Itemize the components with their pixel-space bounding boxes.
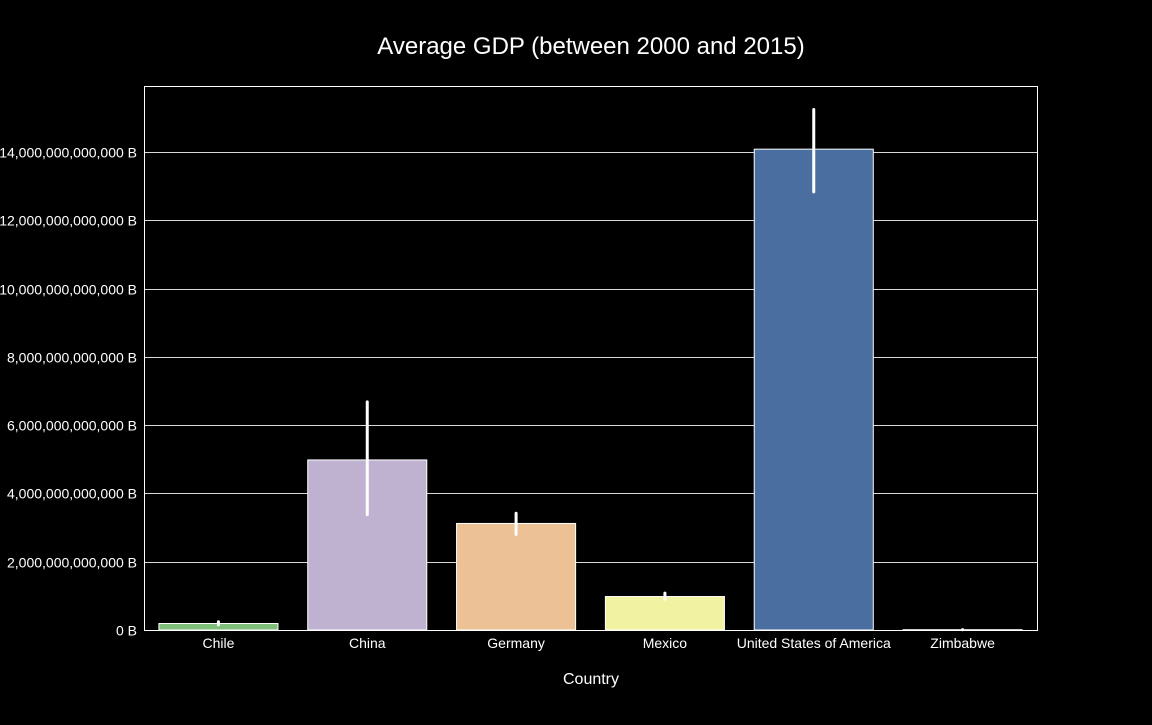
bars xyxy=(159,149,1022,630)
y-tick-label: 8,000,000,000,000 B xyxy=(7,350,137,366)
y-tick-label: 4,000,000,000,000 B xyxy=(7,486,137,502)
gridlines xyxy=(144,153,1037,563)
y-tick-label: 0 B xyxy=(116,623,137,639)
x-axis-ticks: Chile China Germany Mexico United States of … xyxy=(202,635,995,651)
y-tick-label: 12,000,000,000,000 B xyxy=(0,213,137,229)
x-tick-label: Mexico xyxy=(643,635,688,651)
bar-mexico xyxy=(605,597,724,630)
plot-area-frame xyxy=(145,87,1038,631)
y-tick-label: 6,000,000,000,000 B xyxy=(7,418,137,434)
x-tick-label: China xyxy=(349,635,386,651)
y-tick-label: 14,000,000,000,000 B xyxy=(0,145,137,161)
y-tick-label: 10,000,000,000,000 B xyxy=(0,282,137,298)
x-tick-label: Zimbabwe xyxy=(930,635,995,651)
x-tick-label: Germany xyxy=(487,635,545,651)
x-tick-label: Chile xyxy=(202,635,234,651)
x-axis-label: Country xyxy=(563,671,619,688)
y-tick-label: 2,000,000,000,000 B xyxy=(7,555,137,571)
x-tick-label: United States of America xyxy=(737,635,891,651)
bar-united-states-of-america xyxy=(754,149,873,630)
chart-title: Average GDP (between 2000 and 2015) xyxy=(377,33,804,60)
bar-germany xyxy=(457,523,576,630)
y-axis-ticks: 0 B 2,000,000,000,000 B 4,000,000,000,000 … xyxy=(0,145,137,639)
